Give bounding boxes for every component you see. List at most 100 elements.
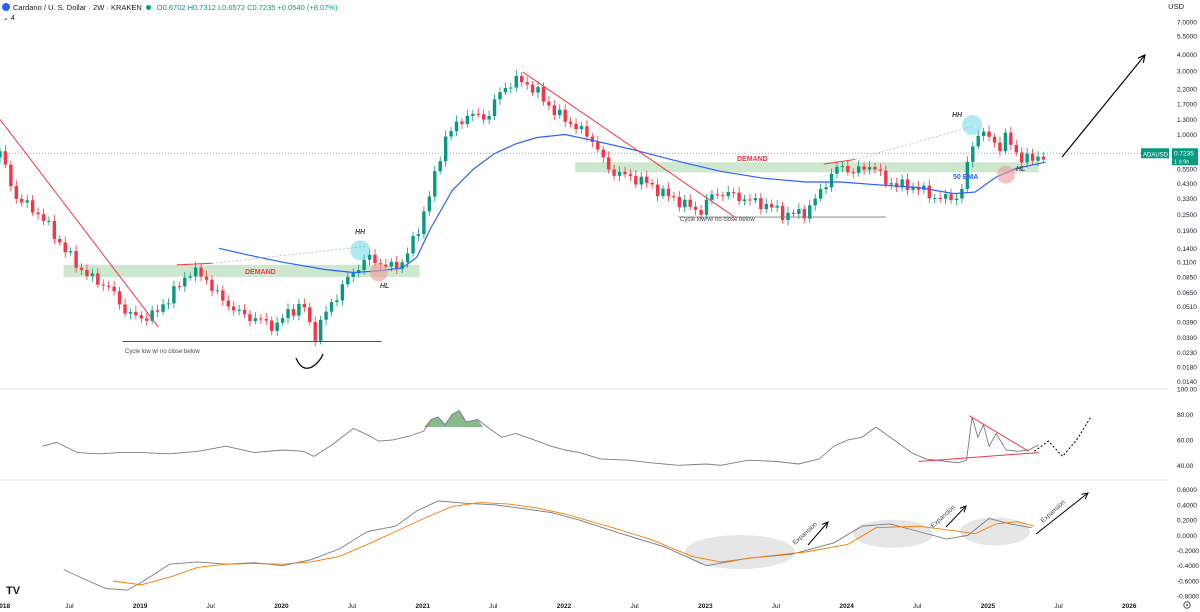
hh-label-2020: HH xyxy=(355,229,366,236)
candle-body xyxy=(42,214,45,221)
candle-body xyxy=(183,278,186,287)
candle-body xyxy=(286,309,289,318)
hh-dashed-line-2020 xyxy=(212,246,367,263)
price-tick-label: 0.0850 xyxy=(1177,275,1197,282)
candle-body xyxy=(498,92,501,99)
rsi-uptrend-line xyxy=(918,453,1038,462)
candle-body xyxy=(85,270,88,276)
candle-body xyxy=(216,290,219,291)
candle-body xyxy=(672,196,675,197)
bounce-curve xyxy=(296,354,323,368)
candle-body xyxy=(275,323,278,331)
time-tick-label: 2024 xyxy=(839,603,854,610)
candle-body xyxy=(281,318,284,323)
price-pane-frame xyxy=(0,389,1168,480)
price-tick-label: 0.1400 xyxy=(1177,246,1197,253)
candle-body xyxy=(797,209,800,214)
candle-body xyxy=(748,199,751,200)
candle-body xyxy=(36,213,39,215)
tradingview-logo[interactable]: TV xyxy=(6,585,21,597)
candle-body xyxy=(1020,152,1023,162)
candle-body xyxy=(145,318,148,320)
time-tick-label: 2020 xyxy=(274,603,289,610)
candle-body xyxy=(857,166,860,172)
chart-svg[interactable]: DEMANDDEMANDHHHLHHHL50 EMACycle low w/ n… xyxy=(0,0,1200,612)
candle-body xyxy=(80,268,83,270)
candle-body xyxy=(64,243,67,253)
time-tick-label: Jul xyxy=(207,603,216,610)
candle-body xyxy=(732,192,735,193)
candle-body xyxy=(650,183,653,185)
candle-body xyxy=(118,291,121,304)
candle-body xyxy=(618,172,621,176)
cycle-low-label-2019: Cycle low w/ no close below xyxy=(125,349,200,355)
candle-body xyxy=(319,320,322,341)
candle-body xyxy=(210,280,213,291)
candle-body xyxy=(352,273,355,277)
candle-body xyxy=(439,161,442,171)
candle-body xyxy=(928,186,931,199)
candle-body xyxy=(775,206,778,208)
candle-body xyxy=(172,286,175,303)
candle-body xyxy=(678,197,681,207)
candle-body xyxy=(428,196,431,211)
price-tick-label: 1.0000 xyxy=(1177,132,1197,139)
candle-body xyxy=(417,234,420,236)
downtrend-line-2022 xyxy=(523,72,735,217)
candle-body xyxy=(199,267,202,276)
time-tick-label: Jul xyxy=(1054,603,1063,610)
hl-marker-2024 xyxy=(997,166,1015,184)
cycle-low-label-2023: Cycle low w/ no close below xyxy=(680,217,755,223)
candle-body xyxy=(324,312,327,320)
candle-body xyxy=(536,87,539,93)
rsi-downtrend-line xyxy=(969,416,1028,452)
candle-body xyxy=(102,285,105,286)
macd-highlight-2025 xyxy=(960,517,1030,545)
candle-body xyxy=(580,126,583,129)
candle-body xyxy=(754,198,757,200)
candle-body xyxy=(455,122,458,132)
candle-body xyxy=(781,206,784,220)
hl-marker-2020 xyxy=(370,264,388,282)
candle-body xyxy=(960,189,963,199)
candle-body xyxy=(433,171,436,196)
candle-body xyxy=(971,146,974,161)
candle-body xyxy=(243,310,246,314)
candle-body xyxy=(47,221,50,222)
candle-body xyxy=(1036,157,1039,161)
candle-body xyxy=(862,166,865,169)
candle-body xyxy=(314,322,317,341)
candle-body xyxy=(31,200,34,212)
candle-body xyxy=(178,286,181,287)
candle-body xyxy=(390,262,393,267)
expansion-label-2: Expansion xyxy=(930,504,958,530)
time-tick-label: Jul xyxy=(772,603,781,610)
price-tick-label: 0.0180 xyxy=(1177,364,1197,371)
candle-body xyxy=(1042,157,1045,160)
candle-body xyxy=(335,300,338,302)
candle-body xyxy=(1009,133,1012,145)
candle-body xyxy=(531,85,534,93)
candle-body xyxy=(509,88,512,89)
candle-body xyxy=(140,315,143,318)
candle-body xyxy=(167,303,170,304)
candle-body xyxy=(629,174,632,176)
candle-body xyxy=(232,307,235,311)
rsi-tick-label: 100.00 xyxy=(1177,387,1197,394)
candle-body xyxy=(227,301,230,307)
candle-body xyxy=(254,318,257,321)
price-tick-label: 3.0000 xyxy=(1177,68,1197,75)
price-tick-label: 1.3000 xyxy=(1177,117,1197,124)
candle-body xyxy=(585,126,588,136)
settings-gear-icon[interactable] xyxy=(1184,602,1190,608)
candle-body xyxy=(156,310,159,311)
price-tick-label: 0.1100 xyxy=(1177,260,1197,267)
candle-body xyxy=(15,186,18,199)
price-tick-label: 0.0140 xyxy=(1177,379,1197,386)
candle-body xyxy=(955,199,958,200)
candle-body xyxy=(1031,154,1034,161)
candle-body xyxy=(743,199,746,201)
candle-body xyxy=(460,122,463,124)
candle-body xyxy=(477,114,480,115)
candle-body xyxy=(161,304,164,311)
